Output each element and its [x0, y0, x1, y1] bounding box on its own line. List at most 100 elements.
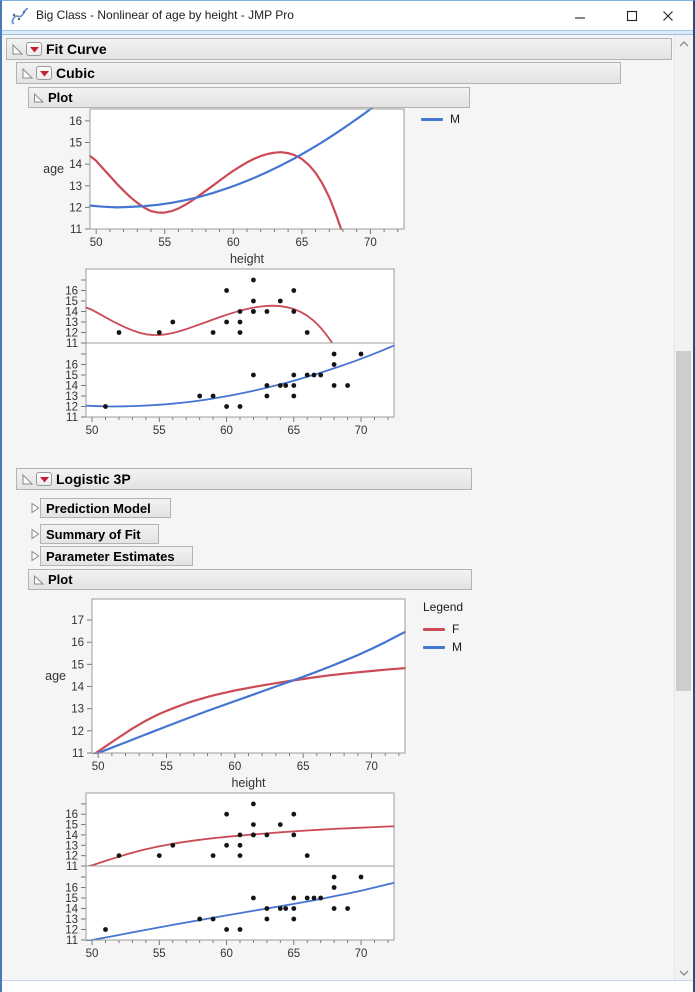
disclosure-closed-icon[interactable]	[29, 549, 41, 563]
svg-text:16: 16	[65, 360, 78, 372]
svg-text:15: 15	[71, 659, 84, 671]
disclosure-closed-icon[interactable]	[29, 527, 41, 541]
svg-text:16: 16	[65, 883, 78, 895]
legend-entry-F[interactable]: F	[423, 620, 463, 638]
svg-text:height: height	[230, 252, 265, 266]
minimize-icon	[575, 16, 585, 19]
svg-text:50: 50	[86, 948, 99, 960]
svg-text:14: 14	[65, 904, 78, 916]
legend-entry-M[interactable]: M	[421, 110, 460, 128]
minimize-button[interactable]	[562, 1, 598, 30]
disclosure-open-icon[interactable]	[10, 42, 23, 56]
disclosure-open-icon[interactable]	[32, 573, 44, 586]
logistic-plot-header[interactable]: Plot	[28, 569, 472, 590]
disclosure-open-icon[interactable]	[20, 66, 33, 80]
cubic-main-plot[interactable]: 11 12 13 14 15 16 50 55 60 65 70 age height	[32, 107, 472, 267]
svg-text:11: 11	[66, 861, 78, 873]
svg-text:70: 70	[364, 237, 377, 249]
titlebar-separator	[2, 30, 693, 35]
svg-text:13: 13	[71, 704, 84, 716]
svg-text:13: 13	[65, 914, 78, 926]
svg-text:13: 13	[65, 391, 78, 403]
disclosure-closed-icon[interactable]	[29, 501, 41, 515]
cubic-header[interactable]: Cubic	[16, 62, 621, 84]
svg-text:70: 70	[365, 761, 378, 773]
scroll-down-button[interactable]	[675, 964, 692, 981]
disclosure-open-icon[interactable]	[20, 472, 33, 486]
window-title: Big Class - Nonlinear of age by height -…	[36, 8, 294, 22]
svg-text:70: 70	[355, 425, 368, 437]
svg-text:14: 14	[65, 307, 78, 319]
cubic-label: Cubic	[56, 65, 95, 81]
svg-text:11: 11	[72, 748, 84, 760]
horizontal-scrollbar[interactable]	[2, 980, 693, 992]
cubic-legend[interactable]: M	[421, 110, 460, 128]
svg-text:height: height	[231, 776, 266, 790]
svg-text:17: 17	[71, 615, 84, 627]
title-bar[interactable]: Big Class - Nonlinear of age by height -…	[2, 1, 693, 30]
vertical-scrollbar[interactable]	[674, 35, 691, 981]
chevron-up-icon	[679, 40, 688, 46]
svg-text:16: 16	[65, 809, 78, 821]
svg-text:55: 55	[158, 237, 171, 249]
svg-text:55: 55	[153, 948, 166, 960]
red-triangle-icon	[29, 46, 39, 52]
svg-text:15: 15	[65, 820, 78, 832]
red-triangle-icon	[39, 70, 49, 76]
red-triangle-menu-button[interactable]	[36, 472, 52, 486]
jmp-app-icon	[11, 7, 29, 25]
logistic-main-plot[interactable]: 11 12 13 14 15 16 17 50 55 60 65 70 age height	[32, 597, 472, 791]
svg-text:12: 12	[69, 202, 82, 214]
svg-text:55: 55	[160, 761, 173, 773]
svg-text:55: 55	[153, 425, 166, 437]
svg-text:14: 14	[69, 159, 82, 171]
legend-label: M	[450, 112, 460, 126]
svg-text:50: 50	[90, 237, 103, 249]
red-triangle-icon	[39, 476, 49, 482]
svg-text:15: 15	[65, 370, 78, 382]
svg-text:16: 16	[69, 116, 82, 128]
prediction-model-header[interactable]: Prediction Model	[40, 498, 171, 518]
svg-text:50: 50	[86, 425, 99, 437]
svg-text:13: 13	[65, 317, 78, 329]
cubic-plot-label: Plot	[48, 90, 73, 105]
svg-text:14: 14	[65, 381, 78, 393]
legend-entry-M[interactable]: M	[423, 638, 463, 656]
legend-line-icon	[423, 645, 445, 649]
svg-text:65: 65	[295, 237, 308, 249]
red-triangle-menu-button[interactable]	[36, 66, 52, 80]
svg-text:60: 60	[220, 425, 233, 437]
legend-label: M	[452, 640, 462, 654]
maximize-button[interactable]	[614, 1, 650, 30]
parameter-estimates-header[interactable]: Parameter Estimates	[40, 546, 193, 566]
svg-text:13: 13	[65, 840, 78, 852]
svg-text:65: 65	[287, 948, 300, 960]
svg-text:13: 13	[69, 181, 82, 193]
svg-text:11: 11	[70, 224, 82, 236]
cubic-plot-header[interactable]: Plot	[28, 87, 470, 108]
fit-curve-header[interactable]: Fit Curve	[6, 38, 672, 60]
svg-text:11: 11	[66, 412, 78, 424]
disclosure-open-icon[interactable]	[32, 91, 44, 104]
svg-text:12: 12	[71, 726, 84, 738]
logistic-legend[interactable]: Legend F M	[423, 600, 463, 656]
logistic-3p-header[interactable]: Logistic 3P	[16, 468, 472, 490]
legend-line-icon	[421, 117, 443, 121]
svg-text:50: 50	[92, 761, 105, 773]
vertical-scrollbar-thumb[interactable]	[676, 351, 691, 691]
maximize-icon	[626, 10, 638, 21]
close-button[interactable]	[650, 1, 686, 30]
summary-of-fit-header[interactable]: Summary of Fit	[40, 524, 159, 544]
red-triangle-menu-button[interactable]	[26, 42, 42, 56]
summary-of-fit-label: Summary of Fit	[46, 526, 141, 542]
scroll-up-button[interactable]	[675, 35, 692, 52]
parameter-estimates-label: Parameter Estimates	[46, 548, 175, 564]
svg-text:70: 70	[355, 948, 368, 960]
svg-text:65: 65	[297, 761, 310, 773]
svg-text:60: 60	[220, 948, 233, 960]
svg-text:14: 14	[65, 830, 78, 842]
